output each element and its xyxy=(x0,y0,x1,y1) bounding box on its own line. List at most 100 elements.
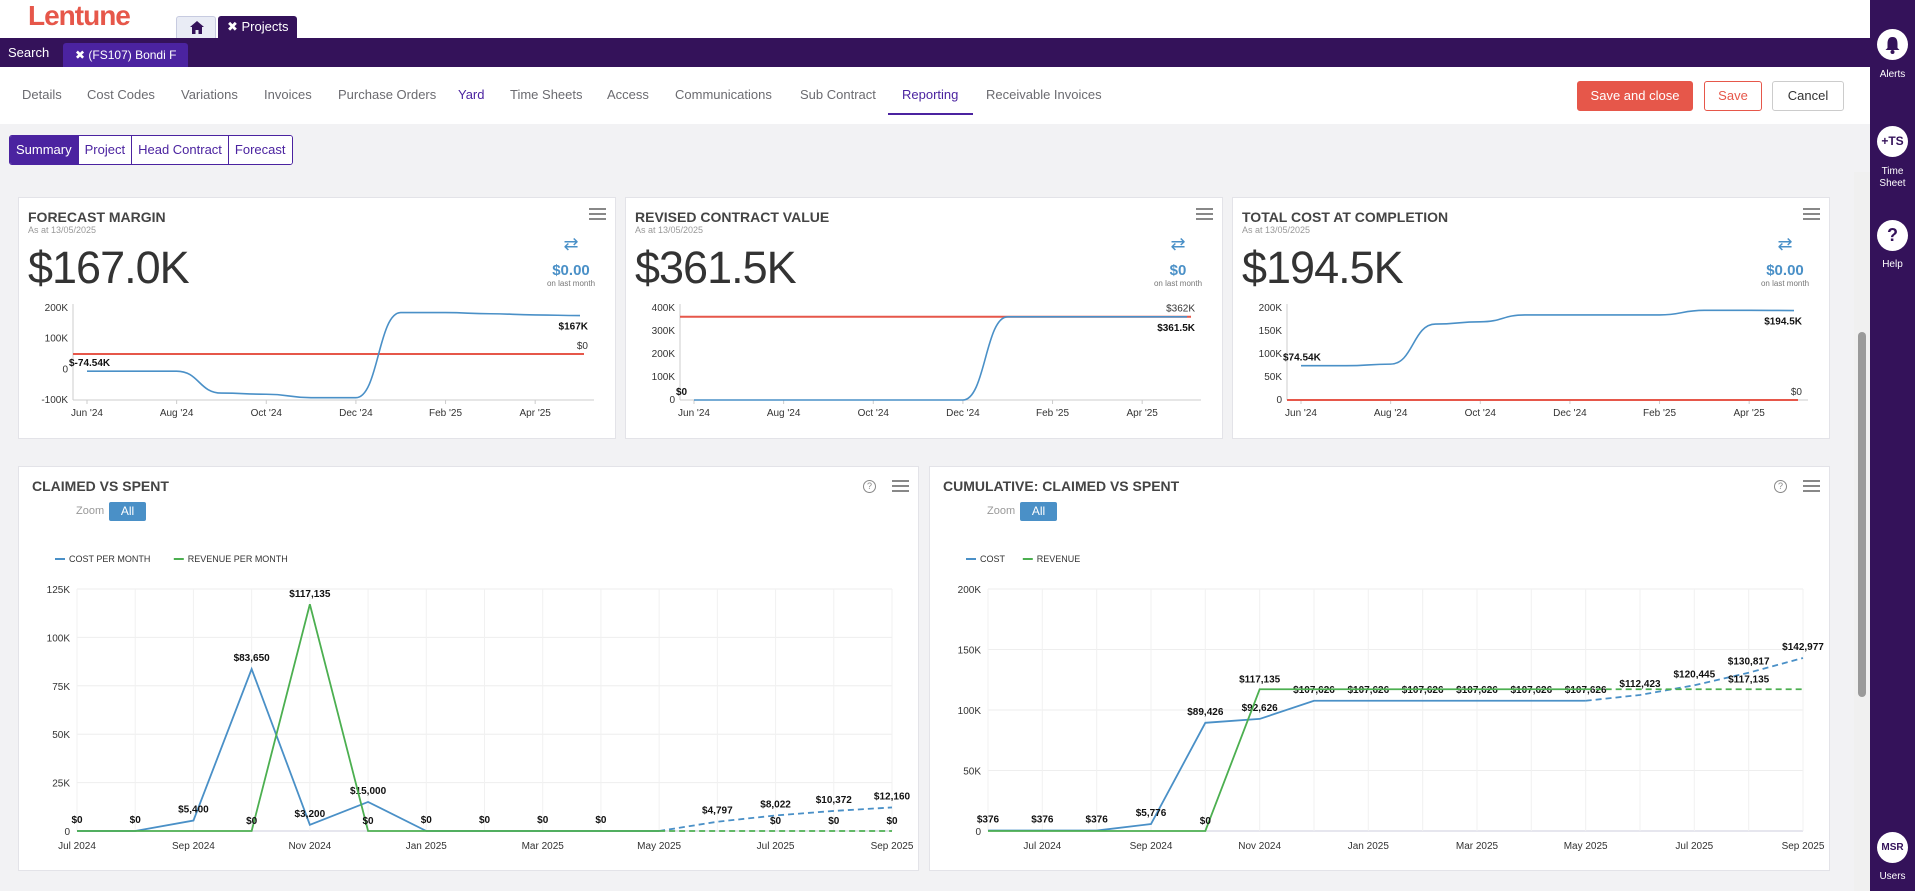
x-tick-label: Jun '24 xyxy=(678,408,710,419)
y-tick-label: 50K xyxy=(52,730,70,741)
subtab-summary[interactable]: Summary xyxy=(10,136,79,164)
data-label: $0 xyxy=(130,815,142,826)
data-label: $107,626 xyxy=(1510,685,1552,696)
users-button[interactable]: MSR xyxy=(1877,832,1908,863)
x-tick-label: Sep 2024 xyxy=(1130,841,1173,852)
chart-menu-icon[interactable] xyxy=(1803,208,1820,220)
x-tick-label: Jul 2025 xyxy=(757,841,795,852)
project-nav: Details Cost Codes Variations Invoices P… xyxy=(0,67,1870,124)
nav-details[interactable]: Details xyxy=(22,87,62,102)
nav-access[interactable]: Access xyxy=(607,87,649,102)
chart-menu-icon[interactable] xyxy=(892,480,909,492)
swap-arrows-icon: ⇄ xyxy=(1170,234,1186,254)
nav-cost-codes[interactable]: Cost Codes xyxy=(87,87,155,102)
legend-label: REVENUE PER MONTH xyxy=(188,554,288,564)
zoom-all-button[interactable]: All xyxy=(109,502,146,521)
help-icon[interactable]: ? xyxy=(1774,480,1787,493)
y-tick-label: 100K xyxy=(45,334,69,345)
timesheet-label: Time Sheet xyxy=(1879,166,1906,189)
chart-title: CUMULATIVE: CLAIMED VS SPENT xyxy=(943,478,1180,494)
x-tick-label: Jun '24 xyxy=(1285,408,1317,419)
subtab-forecast[interactable]: Forecast xyxy=(228,136,292,164)
x-tick-label: Feb '25 xyxy=(1036,408,1069,419)
x-tick-label: May 2025 xyxy=(1564,841,1608,852)
chart-menu-icon[interactable] xyxy=(1196,208,1213,220)
project-bar: Search ✖ (FS107) Bondi F xyxy=(0,38,1870,67)
alerts-button[interactable] xyxy=(1877,29,1908,60)
series-line xyxy=(988,699,1586,832)
swap-arrows-icon: ⇄ xyxy=(563,234,579,254)
x-tick-label: Aug '24 xyxy=(767,408,801,419)
end-data-label: $361.5K xyxy=(1157,323,1196,334)
save-button[interactable]: Save xyxy=(1704,81,1762,111)
page-scrollbar[interactable] xyxy=(1854,172,1870,891)
kpi-title: FORECAST MARGIN xyxy=(28,209,166,225)
legend-label: COST xyxy=(980,554,1006,564)
kpi-delta: $0 xyxy=(1169,262,1187,279)
data-label: $376 xyxy=(977,815,1000,826)
chart-menu-icon[interactable] xyxy=(1803,480,1820,492)
y-tick-label: 200K xyxy=(652,349,676,360)
x-tick-label: Dec '24 xyxy=(339,408,373,419)
data-label: $0 xyxy=(1200,816,1212,827)
y-tick-label: 150K xyxy=(958,646,982,657)
nav-communications[interactable]: Communications xyxy=(675,87,772,102)
help-icon[interactable]: ? xyxy=(863,480,876,493)
y-tick-label: 75K xyxy=(52,682,70,693)
series-line xyxy=(693,316,1187,401)
series-line xyxy=(1300,309,1795,367)
projects-tab[interactable]: ✖ Projects xyxy=(218,16,298,38)
chart-menu-icon[interactable] xyxy=(589,208,606,220)
y-tick-label: 25K xyxy=(52,779,70,790)
claimed-vs-spent-chart: COST PER MONTH REVENUE PER MONTH 125K 100K 7… xyxy=(47,554,914,852)
lentune-logo[interactable]: Lentune xyxy=(28,0,131,31)
data-label: $117,135 xyxy=(1239,674,1281,685)
help-button[interactable]: ? xyxy=(1877,220,1908,251)
nav-invoices[interactable]: Invoices xyxy=(264,87,312,102)
kpi-as-at: As at 13/05/2025 xyxy=(28,225,97,235)
start-data-label: $0 xyxy=(676,387,688,398)
kpi-revised-contract-value: REVISED CONTRACT VALUE As at 13/05/2025 … xyxy=(625,197,1223,439)
scrollbar-thumb[interactable] xyxy=(1858,332,1866,697)
nav-variations[interactable]: Variations xyxy=(181,87,238,102)
y-tick-label: 400K xyxy=(652,303,676,314)
data-label: $89,426 xyxy=(1187,707,1224,718)
nav-time-sheets[interactable]: Time Sheets xyxy=(510,87,583,102)
y-tick-label: 0 xyxy=(669,395,675,406)
x-tick-label: Sep 2025 xyxy=(871,841,914,852)
legend-label: REVENUE xyxy=(1037,554,1081,564)
right-rail: Alerts +TS Time Sheet ? Help MSR Users xyxy=(1870,0,1915,891)
kpi-as-at: As at 13/05/2025 xyxy=(1242,225,1311,235)
data-label: $107,626 xyxy=(1456,685,1498,696)
zoom-label: Zoom xyxy=(987,505,1016,517)
close-icon[interactable]: ✖ xyxy=(75,48,89,62)
x-tick-label: Oct '24 xyxy=(251,408,283,419)
nav-sub-contract[interactable]: Sub Contract xyxy=(800,87,876,102)
y-tick-label: 200K xyxy=(45,303,69,314)
close-icon[interactable]: ✖ xyxy=(227,19,242,34)
y-tick-label: 300K xyxy=(652,326,676,337)
cancel-button[interactable]: Cancel xyxy=(1772,81,1844,111)
timesheet-button[interactable]: +TS xyxy=(1877,126,1908,157)
y-tick-label: 100K xyxy=(652,372,676,383)
nav-yard[interactable]: Yard xyxy=(458,87,485,102)
y-tick-label: 150K xyxy=(1259,326,1283,337)
top-bar: Lentune ✖ Projects xyxy=(0,0,1870,38)
chart-title: CLAIMED VS SPENT xyxy=(32,478,169,494)
nav-receivable-invoices[interactable]: Receivable Invoices xyxy=(986,87,1102,102)
nav-purchase-orders[interactable]: Purchase Orders xyxy=(338,87,437,102)
search-button[interactable]: Search xyxy=(8,45,50,60)
subtab-head-contract[interactable]: Head Contract xyxy=(132,136,229,164)
nav-reporting[interactable]: Reporting xyxy=(902,87,959,102)
home-tab[interactable] xyxy=(176,16,216,38)
project-tab[interactable]: ✖ (FS107) Bondi F xyxy=(63,43,189,67)
zoom-all-button[interactable]: All xyxy=(1020,502,1057,521)
subtab-project[interactable]: Project xyxy=(78,136,133,164)
save-and-close-button[interactable]: Save and close xyxy=(1577,81,1693,111)
data-label: $376 xyxy=(1031,815,1054,826)
x-tick-label: Jun '24 xyxy=(71,408,103,419)
data-label: $142,977 xyxy=(1782,642,1824,653)
y-tick-label: 50K xyxy=(963,767,981,778)
